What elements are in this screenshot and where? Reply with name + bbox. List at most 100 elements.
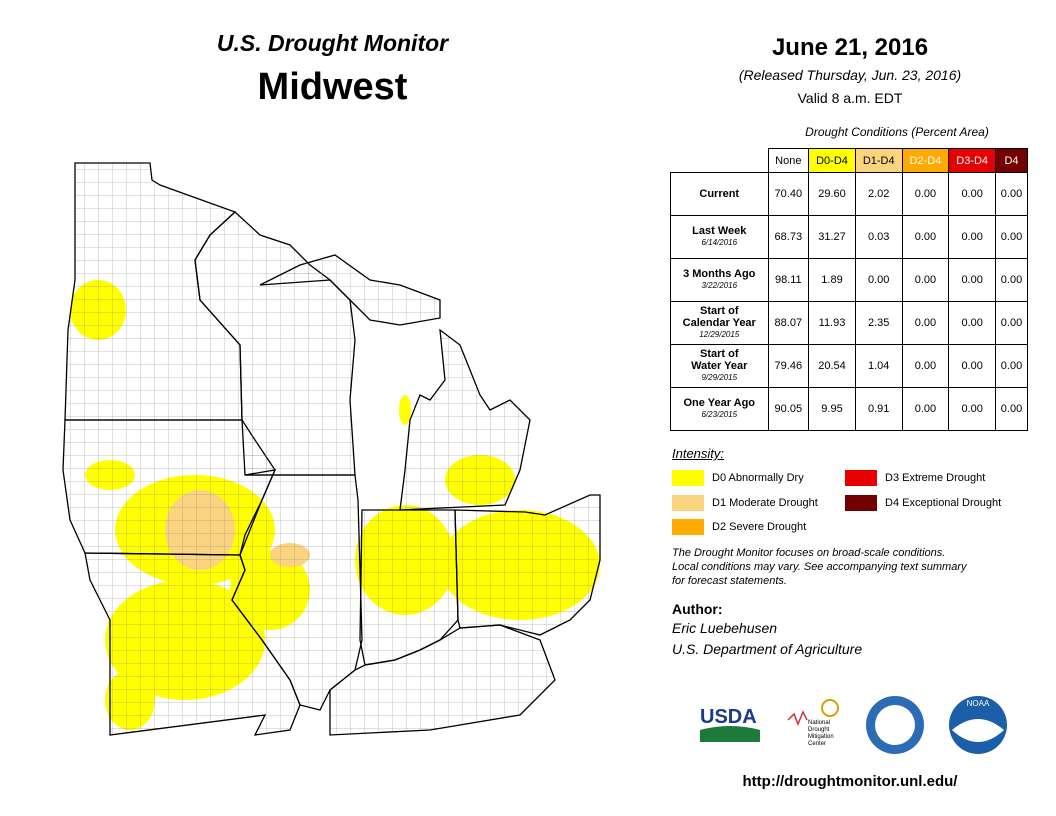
table-cell: 0.00 xyxy=(995,215,1028,259)
border-oh xyxy=(454,494,601,636)
ndmc-line: Mitigation xyxy=(808,734,834,740)
row-label: 3 Months Ago 3/22/2016 xyxy=(670,258,769,302)
corner-cell xyxy=(671,149,769,173)
table-cell: 0.00 xyxy=(948,387,997,431)
author-name: Eric Luebehusen xyxy=(672,620,778,636)
row-label-line: One Year Ago xyxy=(683,397,756,409)
row-label-line: Calendar Year xyxy=(682,317,756,329)
table-row: 3 Months Ago 3/22/2016 98.11 1.89 0.00 0.00 0.… xyxy=(670,258,1028,302)
map xyxy=(62,162,601,736)
row-date: 12/29/2015 xyxy=(699,330,740,339)
legend-label: D3 Extreme Drought xyxy=(885,472,986,484)
table-cell: 0.00 xyxy=(995,301,1028,345)
table-cell: 1.04 xyxy=(854,344,903,388)
table-cell: 79.46 xyxy=(767,344,810,388)
row-label: Current xyxy=(670,172,769,216)
legend-label: D2 Severe Drought xyxy=(712,521,807,533)
table-cell: 0.00 xyxy=(948,344,997,388)
row-date: 6/23/2015 xyxy=(701,410,738,419)
table-cell: 0.91 xyxy=(854,387,903,431)
table-cell: 0.00 xyxy=(901,215,950,259)
table-cell: 0.00 xyxy=(854,258,903,302)
table-cell: 0.00 xyxy=(901,387,950,431)
released: (Released Thursday, Jun. 23, 2016) xyxy=(738,67,962,83)
doc-seal-inner xyxy=(875,705,915,745)
row-date: 6/14/2016 xyxy=(701,238,738,247)
table-caption: Drought Conditions (Percent Area) xyxy=(805,125,989,139)
ndmc-line: Center xyxy=(808,741,826,747)
border-ky xyxy=(329,624,556,736)
table-cell: 0.00 xyxy=(948,301,997,345)
title: U.S. Drought Monitor xyxy=(216,30,449,56)
ndmc-line: National xyxy=(808,720,830,726)
table-cell: 0.00 xyxy=(995,258,1028,302)
table-row: Last Week 6/14/2016 68.73 31.27 0.03 0.00 0.00… xyxy=(670,215,1028,259)
legend-label: D1 Moderate Drought xyxy=(712,497,818,509)
row-label-line: Last Week xyxy=(692,225,747,237)
table-cell: 70.40 xyxy=(767,172,810,216)
table-cell: 68.73 xyxy=(767,215,810,259)
table-cell: 0.00 xyxy=(948,258,997,302)
stats-table: None D0-D4 D1-D4 D2-D4 D3-D4 D4 Current 70.40 29… xyxy=(670,148,1028,431)
noaa-text: NOAA xyxy=(967,699,990,708)
table-cell: 0.03 xyxy=(854,215,903,259)
legend-label: D0 Abnormally Dry xyxy=(712,472,804,484)
table-cell: 9.95 xyxy=(808,387,856,431)
row-date: 3/22/2016 xyxy=(701,281,738,290)
table-cell: 2.02 xyxy=(854,172,903,216)
ndmc-tree xyxy=(821,699,839,717)
table-cell: 20.54 xyxy=(808,344,856,388)
ndmc-line: Drought xyxy=(808,727,830,733)
legend-title: Intensity: xyxy=(672,446,725,461)
table-cell: 0.00 xyxy=(901,301,950,345)
column-header: D0-D4 xyxy=(808,148,856,173)
table-row: Start of Calendar Year 12/29/2015 88.07 11.9… xyxy=(670,301,1028,345)
border-il xyxy=(231,469,363,711)
legend-swatch xyxy=(672,519,704,535)
column-header: D3-D4 xyxy=(948,148,997,173)
table-cell: 0.00 xyxy=(948,172,997,216)
table-cell: 2.35 xyxy=(854,301,903,345)
row-label: Start of Calendar Year 12/29/2015 xyxy=(670,301,769,345)
legend-swatch xyxy=(672,495,704,511)
row-label: One Year Ago 6/23/2015 xyxy=(670,387,769,431)
row-label: Start of Water Year 9/29/2015 xyxy=(670,344,769,388)
legend-swatch xyxy=(845,495,877,511)
table-cell: 90.05 xyxy=(767,387,810,431)
table-row: One Year Ago 6/23/2015 90.05 9.95 0.91 0.00 0.… xyxy=(670,387,1028,431)
note-line: for forecast statements. xyxy=(672,575,787,587)
border-mi-lp xyxy=(399,328,531,511)
row-date: 9/29/2015 xyxy=(701,373,738,382)
table-cell: 0.00 xyxy=(901,258,950,302)
column-header: D4 xyxy=(995,148,1028,173)
row-label-line: Water Year xyxy=(691,360,748,372)
note-line: The Drought Monitor focuses on broad-sca… xyxy=(672,547,946,559)
table-cell: 88.07 xyxy=(767,301,810,345)
table-row: Current 70.40 29.60 2.02 0.00 0.00 0.00 xyxy=(670,172,1028,216)
row-label-line: Start of xyxy=(700,305,739,317)
row-label-line: Current xyxy=(699,188,740,200)
row-label: Last Week 6/14/2016 xyxy=(670,215,769,259)
column-header: None xyxy=(767,148,810,173)
table-cell: 0.00 xyxy=(995,387,1028,431)
table-cell: 31.27 xyxy=(808,215,856,259)
header-row: None D0-D4 D1-D4 D2-D4 D3-D4 D4 xyxy=(671,148,1028,173)
valid: Valid 8 a.m. EDT xyxy=(797,90,903,106)
author-heading: Author: xyxy=(672,601,723,617)
date: June 21, 2016 xyxy=(771,34,929,61)
d0-area xyxy=(399,395,411,425)
column-header: D2-D4 xyxy=(901,148,950,173)
table-cell: 0.00 xyxy=(995,344,1028,388)
ndmc-mark xyxy=(787,710,808,726)
row-label-line: Start of xyxy=(700,348,739,360)
table-cell: 0.00 xyxy=(948,215,997,259)
note-line: Local conditions may vary. See accompany… xyxy=(672,561,967,573)
note: The Drought Monitor focuses on broad-sca… xyxy=(672,546,966,588)
border-mi-up xyxy=(259,254,441,326)
legend-label: D4 Exceptional Drought xyxy=(885,497,1002,509)
table-cell: 0.00 xyxy=(901,172,950,216)
table-cell: 0.00 xyxy=(901,344,950,388)
